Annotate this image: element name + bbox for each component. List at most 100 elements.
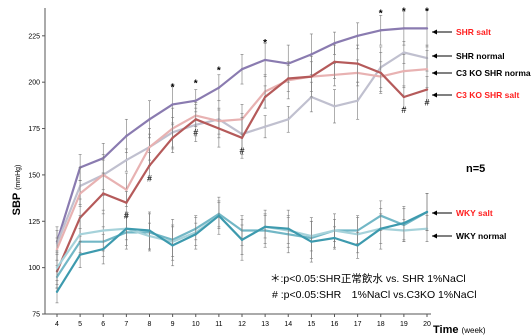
significance-hash: #: [401, 105, 406, 115]
data-point: [148, 145, 151, 149]
legend-arrow-head: [432, 92, 437, 98]
footnote-hash: # :p<0.05:SHR 1%NaCl vs.C3KO 1%NaCl: [272, 289, 477, 301]
x-tick-label-16: 16: [331, 321, 339, 328]
significance-star: *: [402, 6, 406, 17]
data-point: [356, 34, 359, 38]
x-tick-label-8: 8: [148, 321, 152, 328]
data-point: [171, 136, 174, 140]
legend-item-0: SHR salt: [432, 27, 491, 37]
y-axis-title-main: SBP: [11, 193, 23, 215]
x-tick-label-18: 18: [377, 321, 385, 328]
data-point: [125, 188, 128, 191]
y-tick-label-150: 150: [28, 172, 40, 179]
data-point: [125, 227, 128, 230]
x-tick-label-6: 6: [101, 321, 105, 328]
y-tick-label-200: 200: [28, 80, 40, 87]
data-point: [263, 58, 267, 62]
legend-arrow-head: [432, 53, 437, 59]
y-tick-label-100: 100: [28, 265, 40, 272]
x-axis-title-unit: (week): [462, 326, 486, 335]
data-point: [217, 86, 221, 89]
data-point: [125, 158, 128, 162]
data-point: [125, 134, 128, 138]
x-tick-label-7: 7: [124, 321, 128, 328]
y-tick-label-125: 125: [28, 219, 40, 226]
data-point: [333, 42, 336, 45]
data-point: [402, 221, 406, 225]
x-tick-label-20: 20: [423, 321, 431, 328]
series-layer: [55, 9, 429, 304]
data-point: [148, 118, 151, 121]
legend-label-0: SHR salt: [456, 27, 491, 37]
data-point: [287, 77, 290, 80]
y-tick-label-175: 175: [28, 126, 40, 133]
data-point: [78, 233, 82, 236]
x-tick-label-12: 12: [238, 321, 246, 328]
data-point: [240, 136, 244, 140]
data-point: [310, 53, 313, 56]
data-point: [356, 62, 359, 65]
data-point: [425, 210, 429, 214]
legend-label-4: WKY salt: [456, 208, 493, 218]
data-point: [356, 244, 359, 247]
y-tick-label-225: 225: [28, 33, 40, 40]
legend-label-5: WKY normal: [456, 231, 506, 241]
significance-hash: #: [193, 127, 198, 137]
legend-arrow-head: [432, 70, 437, 76]
data-point: [356, 99, 359, 102]
data-point: [55, 266, 59, 269]
data-point: [55, 247, 59, 251]
data-point: [310, 240, 313, 243]
sample-size-label: n=5: [466, 163, 485, 175]
legend-item-1: SHR normal: [432, 51, 505, 61]
x-tick-label-4: 4: [55, 321, 59, 328]
data-point: [194, 118, 197, 121]
significance-hash: #: [239, 146, 244, 156]
data-point: [263, 95, 267, 99]
data-point: [263, 225, 267, 229]
data-point: [333, 60, 336, 63]
x-tick-label-13: 13: [261, 321, 269, 328]
data-point: [55, 290, 59, 293]
legend-item-2: C3 KO SHR normal: [432, 68, 531, 78]
data-point: [333, 236, 336, 240]
x-tick-label-14: 14: [284, 321, 292, 328]
data-point: [102, 247, 105, 251]
data-point: [425, 27, 429, 30]
legend-item-5: WKY normal: [432, 231, 506, 241]
data-point: [333, 105, 336, 108]
legend-label-1: SHR normal: [456, 51, 505, 61]
axes: 75 100 125 150 175 200 225 4 5 6 7 8 9 10 11 12 13 14 15 16…: [28, 8, 431, 328]
data-point: [240, 68, 244, 71]
data-point: [78, 192, 82, 195]
data-point: [379, 227, 382, 230]
legend-label-2: C3 KO SHR normal: [456, 68, 531, 78]
series-6: [55, 193, 429, 304]
data-point: [402, 51, 406, 54]
data-point: [402, 69, 406, 73]
data-point: [171, 244, 174, 247]
x-tick-label-15: 15: [307, 321, 315, 328]
data-point: [217, 127, 221, 130]
data-point: [287, 118, 290, 121]
y-axis-title-unit: (mmHg): [15, 165, 22, 190]
x-tick-label-9: 9: [171, 321, 175, 328]
significance-star: *: [194, 79, 198, 90]
significance-hash: #: [147, 174, 152, 184]
y-tick-label-75: 75: [32, 312, 40, 319]
footnote-star: ＊:p<0.05:SHR正常飲水 vs. SHR 1%NaCl: [270, 272, 466, 285]
significance-hash: #: [124, 211, 129, 221]
data-point: [263, 125, 267, 128]
data-point: [194, 233, 197, 236]
data-point: [125, 201, 128, 204]
x-tick-label-11: 11: [215, 321, 222, 328]
x-tick-label-19: 19: [400, 321, 408, 328]
legend: SHR salt SHR normal C3 KO SHR normal C3 KO …: [432, 27, 531, 241]
data-point: [78, 253, 82, 256]
data-point: [148, 229, 151, 232]
data-point: [194, 99, 197, 102]
significance-star: *: [263, 38, 267, 49]
data-point: [310, 75, 313, 78]
legend-item-4: WKY salt: [432, 208, 493, 218]
